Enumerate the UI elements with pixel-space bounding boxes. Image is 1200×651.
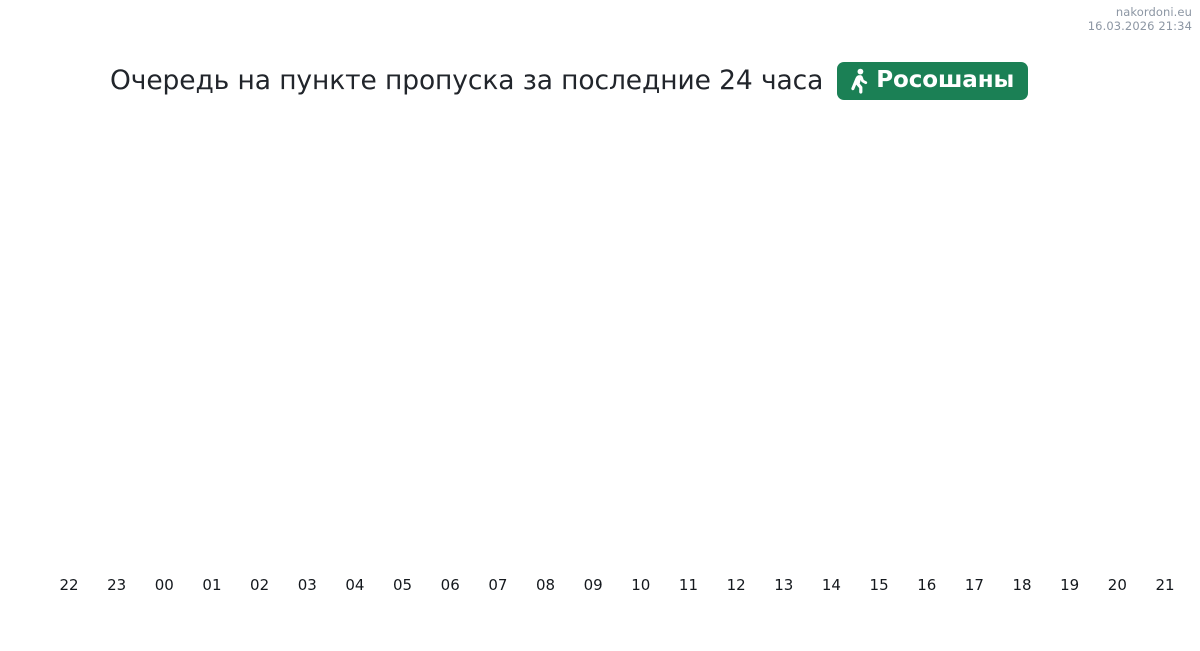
x-axis-tick-label: 18 xyxy=(1012,576,1032,594)
x-axis-tick-label: 09 xyxy=(583,576,603,594)
chart-plot-area[interactable]: Все значения равны нулю — область график… xyxy=(46,112,1188,564)
x-axis-tick-label: 12 xyxy=(726,576,746,594)
watermark-timestamp: 16.03.2026 21:34 xyxy=(1087,19,1192,34)
x-axis-tick-label: 22 xyxy=(59,576,79,594)
x-axis-tick-label: 16 xyxy=(917,576,937,594)
x-axis-tick-label: 17 xyxy=(964,576,984,594)
x-axis-tick-label: 19 xyxy=(1060,576,1080,594)
x-axis-tick-label: 15 xyxy=(869,576,889,594)
x-axis-tick-label: 05 xyxy=(393,576,413,594)
x-axis-tick-label: 20 xyxy=(1107,576,1127,594)
x-axis-tick-label: 07 xyxy=(488,576,508,594)
location-badge[interactable]: Росошаны xyxy=(837,62,1029,100)
x-axis-tick-label: 06 xyxy=(440,576,460,594)
x-axis-tick-label: 13 xyxy=(774,576,794,594)
page-title: Очередь на пункте пропуска за последние … xyxy=(110,64,824,96)
watermark: nakordoni.eu 16.03.2026 21:34 xyxy=(1088,5,1192,33)
x-axis-tick-label: 21 xyxy=(1155,576,1175,594)
x-axis-tick-label: 00 xyxy=(154,576,174,594)
x-axis-tick-label: 04 xyxy=(345,576,365,594)
x-axis-tick-label: 14 xyxy=(821,576,841,594)
watermark-site: nakordoni.eu xyxy=(1115,5,1192,19)
x-axis-tick-label: 11 xyxy=(678,576,699,594)
chart-header: Очередь на пункте пропуска за последние … xyxy=(110,58,1029,104)
x-axis: 22 23 00 01 02 03 04 05 06 07 08 09 10 11 12 13 14 15 16 17… xyxy=(0,573,1200,597)
location-badge-label: Росошаны xyxy=(876,67,1015,93)
x-axis-tick-label: 03 xyxy=(297,576,317,594)
x-axis-tick-label: 10 xyxy=(631,576,651,594)
x-axis-tick-label: 23 xyxy=(107,576,127,594)
x-axis-tick-label: 08 xyxy=(535,576,556,594)
x-axis-tick-label: 01 xyxy=(202,576,222,594)
x-axis-tick-label: 02 xyxy=(250,576,270,594)
pedestrian-icon xyxy=(849,68,869,94)
